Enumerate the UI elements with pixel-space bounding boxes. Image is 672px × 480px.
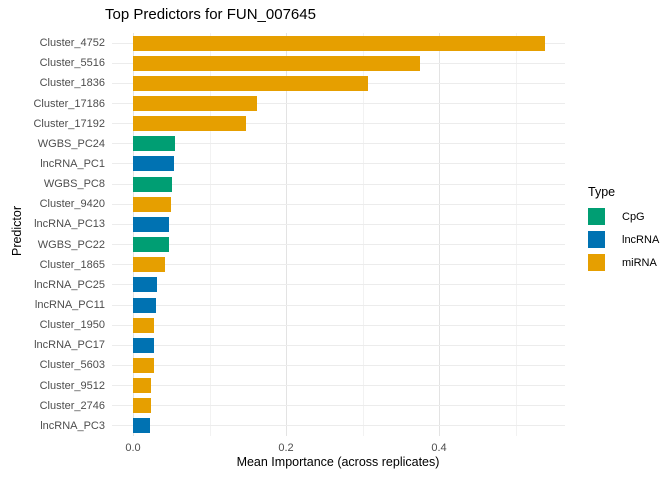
category-gridline [112,405,565,407]
category-gridline [112,304,565,306]
category-gridline [112,203,565,205]
y-tick-label: lncRNA_PC3 [40,419,105,432]
y-tick-label: lncRNA_PC25 [34,278,105,291]
bar-Cluster_5603 [133,357,154,373]
x-axis-labels: 0.0 0.2 0.4 [112,441,565,455]
x-tick-label: 0.0 [125,442,141,454]
category-gridline [112,364,565,366]
legend-key-swatch [588,231,605,248]
y-tick-label: lncRNA_PC1 [40,157,105,170]
bar-lncRNA_PC25 [133,277,157,293]
bar-Cluster_9512 [133,378,152,394]
category-gridline [112,163,565,165]
bar-Cluster_17186 [133,96,257,112]
category-gridline [112,284,565,286]
bar-WGBS_PC22 [133,237,169,253]
plot-panel [112,33,565,436]
chart-title: Top Predictors for FUN_007645 [105,6,316,23]
category-gridline [112,183,565,185]
y-tick-label: WGBS_PC8 [43,178,105,191]
y-tick-label: Cluster_17186 [33,97,105,110]
category-gridline [112,324,565,326]
y-tick-label: lncRNA_PC17 [34,339,105,352]
bar-lncRNA_PC13 [133,216,169,232]
x-tick-label: 0.2 [278,442,294,454]
bar-Cluster_17192 [133,116,247,132]
legend-item-label: miRNA [622,256,657,269]
category-gridline [112,143,565,145]
legend-title: Type [588,185,616,199]
y-tick-label: lncRNA_PC11 [34,299,105,312]
minor-gridline [515,33,517,436]
category-gridline [112,425,565,427]
bar-lncRNA_PC11 [133,297,156,313]
major-gridline [286,33,287,436]
category-gridline [112,385,565,387]
minor-gridline [209,33,211,436]
y-tick-label: Cluster_1950 [39,319,105,332]
bar-Cluster_1950 [133,317,155,333]
y-tick-label: Cluster_5516 [39,57,105,70]
bar-Cluster_1865 [133,257,166,273]
y-tick-label: Cluster_2746 [39,399,105,412]
category-gridline [112,123,565,125]
bar-lncRNA_PC17 [133,337,154,353]
legend-key-swatch [588,208,605,225]
x-tick-label: 0.4 [431,442,447,454]
legend-item-lncRNA: lncRNA [588,231,659,248]
bar-Cluster_2746 [133,398,151,414]
legend-item-label: lncRNA [622,233,660,246]
legend-item-label: CpG [622,210,645,223]
y-tick-label: Cluster_1836 [39,77,105,90]
y-tick-label: Cluster_17192 [33,117,105,130]
major-gridline [133,33,134,436]
major-gridline [439,33,440,436]
legend: Type CpG lncRNA miRNA [588,185,659,277]
bar-WGBS_PC24 [133,136,176,152]
bar-Cluster_5516 [133,55,420,71]
legend-item-CpG: CpG [588,208,659,225]
legend-item-miRNA: miRNA [588,254,659,271]
legend-items: CpG lncRNA miRNA [588,208,659,271]
y-tick-label: Cluster_9512 [39,379,105,392]
bar-WGBS_PC8 [133,176,172,192]
category-gridline [112,344,565,346]
category-gridline [112,103,565,105]
y-axis-labels: Cluster_4752 Cluster_5516 Cluster_1836 Clus… [0,33,105,436]
bar-lncRNA_PC3 [133,418,150,434]
category-gridline [112,223,565,225]
y-tick-label: Cluster_9420 [39,198,105,211]
y-tick-label: Cluster_4752 [39,37,105,50]
y-tick-label: Cluster_5603 [39,359,105,372]
category-gridline [112,244,565,246]
x-axis-title: Mean Importance (across replicates) [236,455,440,469]
bar-Cluster_1836 [133,75,368,91]
bar-Cluster_4752 [133,35,546,51]
category-gridline [112,264,565,266]
y-tick-label: WGBS_PC22 [37,238,105,251]
bar-Cluster_9420 [133,196,172,212]
bar-lncRNA_PC1 [133,156,175,172]
y-tick-label: WGBS_PC24 [37,137,105,150]
y-tick-label: lncRNA_PC13 [34,218,105,231]
y-tick-label: Cluster_1865 [39,258,105,271]
minor-gridline [362,33,364,436]
legend-key-swatch [588,254,605,271]
